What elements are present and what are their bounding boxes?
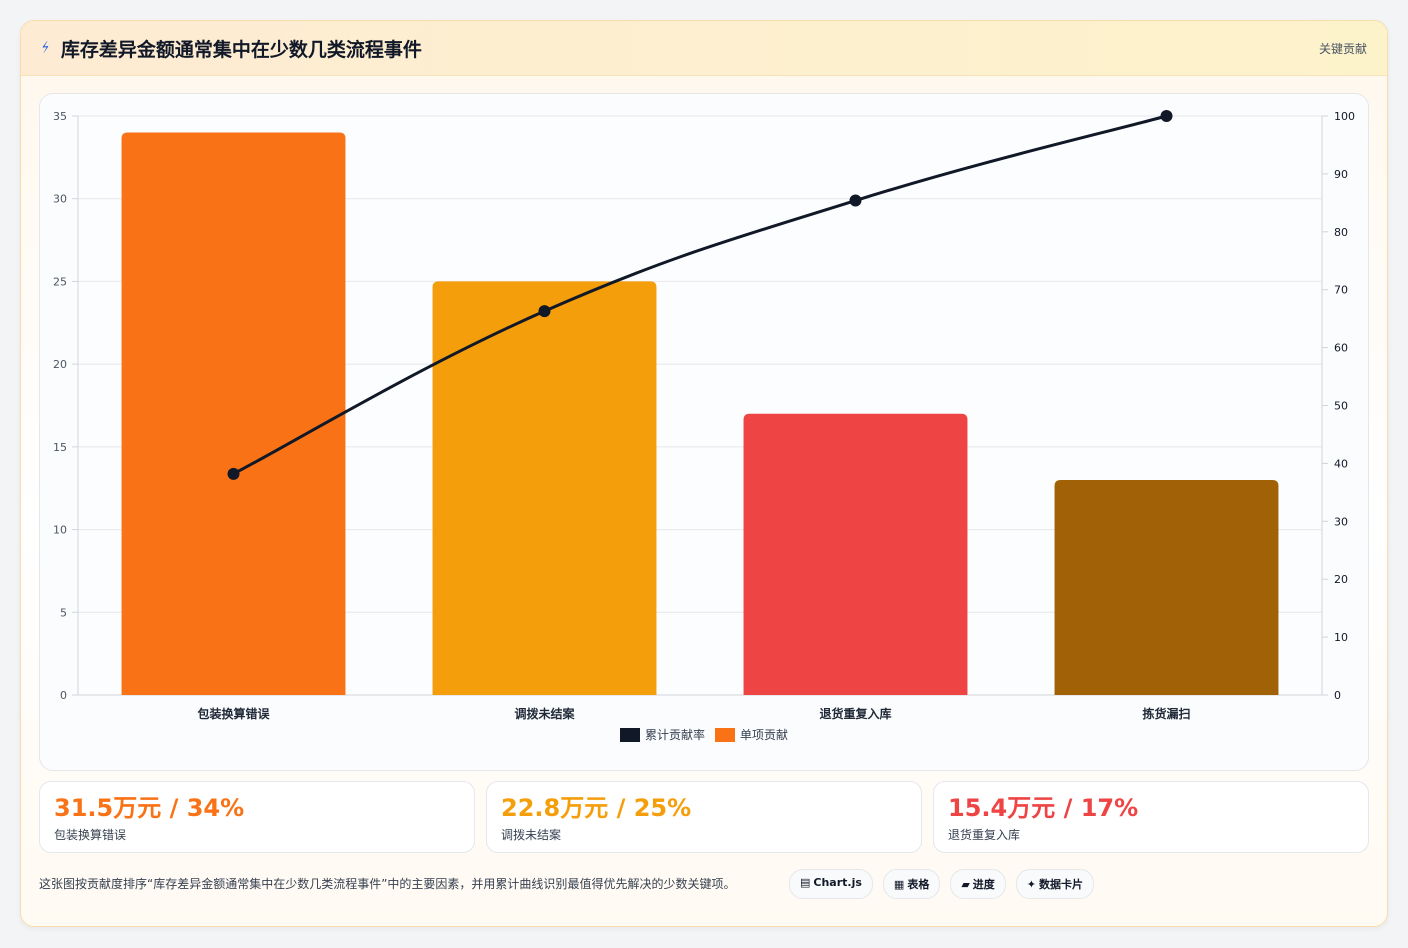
y2-tick-label: 20 xyxy=(1334,573,1348,586)
progress-icon: ▰ xyxy=(961,878,970,891)
y2-tick-label: 10 xyxy=(1334,631,1348,644)
tag-progress[interactable]: ▰ 进度 xyxy=(950,869,1006,899)
chart-container: 0 5 10 15 20 25 30 35 0 10 20 30 40 50 60 70 80 90 100 包装换算… xyxy=(39,93,1369,771)
cumulative-point xyxy=(1160,110,1173,122)
card-title: 库存差异金额通常集中在少数几类流程事件 xyxy=(60,38,422,61)
bar xyxy=(1054,479,1279,695)
y-tick-label: 25 xyxy=(53,275,67,288)
chart-card: ⚡︎ 库存差异金额通常集中在少数几类流程事件 关键贡献 0 5 10 15 20 25 30… xyxy=(20,20,1388,927)
bar xyxy=(121,132,346,696)
stat-card: 15.4万元 / 17% 退货重复入库 xyxy=(933,781,1369,853)
stat-cards: 31.5万元 / 34% 包装换算错误 22.8万元 / 25% 调拨未结案 1… xyxy=(39,781,1369,853)
tag-label: 进度 xyxy=(972,878,995,891)
table-icon: ▦ xyxy=(893,878,905,891)
tag-label: 数据卡片 xyxy=(1039,878,1084,891)
y2-tick-label: 70 xyxy=(1334,284,1348,297)
y-tick-label: 10 xyxy=(53,524,67,537)
bar xyxy=(743,413,968,695)
x-tick-label: 退货重复入库 xyxy=(819,706,891,721)
y2-tick-label: 50 xyxy=(1334,400,1348,413)
tag-data-card[interactable]: ✦ 数据卡片 xyxy=(1015,869,1095,899)
legend-label: 累计贡献率 xyxy=(645,727,705,742)
chart-icon: ▤ xyxy=(800,876,811,889)
legend-swatch xyxy=(620,728,640,742)
y2-tick-label: 100 xyxy=(1334,110,1355,123)
cumulative-point xyxy=(849,194,862,207)
tag-table[interactable]: ▦ 表格 xyxy=(882,869,941,899)
cumulative-line xyxy=(232,114,1167,476)
tag-label: Chart.js xyxy=(813,876,862,889)
chart-description: 这张图按贡献度排序“库存差异金额通常集中在少数几类流程事件”中的主要因素，并用累… xyxy=(39,876,736,891)
cumulative-point xyxy=(538,305,551,318)
stat-label: 调拨未结案 xyxy=(501,828,562,842)
tag-list: ▤ Chart.js ▦ 表格 ▰ 进度 ✦ 数据卡片 xyxy=(789,869,1095,899)
y-tick-label: 15 xyxy=(53,441,67,454)
title-wrap: ⚡︎ 库存差异金额通常集中在少数几类流程事件 xyxy=(38,35,422,62)
bolt-icon: ⚡︎ xyxy=(38,38,54,58)
y2-tick-label: 0 xyxy=(1334,689,1341,702)
cumulative-point xyxy=(227,467,240,480)
y-tick-label: 0 xyxy=(60,689,67,702)
y2-tick-label: 30 xyxy=(1334,515,1348,528)
card-footer: 这张图按贡献度排序“库存差异金额通常集中在少数几类流程事件”中的主要因素，并用累… xyxy=(39,869,1369,899)
y2-tick-label: 60 xyxy=(1334,342,1348,355)
y-tick-label: 5 xyxy=(60,606,67,619)
key-contribution-badge: 关键贡献 xyxy=(1318,41,1367,56)
stat-value: 15.4万元 / 17% xyxy=(948,794,1139,822)
stat-value: 22.8万元 / 25% xyxy=(501,794,692,822)
sparkle-icon: ✦ xyxy=(1026,878,1037,891)
tag-chartjs[interactable]: ▤ Chart.js xyxy=(789,869,873,899)
card-header: ⚡︎ 库存差异金额通常集中在少数几类流程事件 关键贡献 xyxy=(21,21,1387,76)
stat-label: 退货重复入库 xyxy=(948,828,1021,842)
tag-label: 表格 xyxy=(907,878,930,891)
y2-tick-label: 90 xyxy=(1334,168,1348,181)
y2-tick-label: 80 xyxy=(1334,226,1348,239)
stat-label: 包装换算错误 xyxy=(54,828,127,842)
bar xyxy=(432,281,657,695)
x-tick-label: 调拨未结案 xyxy=(514,706,575,721)
x-tick-label: 包装换算错误 xyxy=(196,706,270,721)
stat-card: 31.5万元 / 34% 包装换算错误 xyxy=(39,781,475,853)
y-tick-label: 35 xyxy=(53,110,67,123)
legend-swatch xyxy=(715,728,735,742)
x-tick-label: 拣货漏扫 xyxy=(1142,706,1190,721)
y-tick-label: 30 xyxy=(53,193,67,206)
y-tick-label: 20 xyxy=(53,358,67,371)
stat-card: 22.8万元 / 25% 调拨未结案 xyxy=(486,781,922,853)
pareto-chart: 0 5 10 15 20 25 30 35 0 10 20 30 40 50 60 70 80 90 100 包装换算… xyxy=(53,110,1355,742)
legend-label: 单项贡献 xyxy=(740,727,788,742)
y2-tick-label: 40 xyxy=(1334,457,1348,470)
stat-value: 31.5万元 / 34% xyxy=(54,794,245,822)
